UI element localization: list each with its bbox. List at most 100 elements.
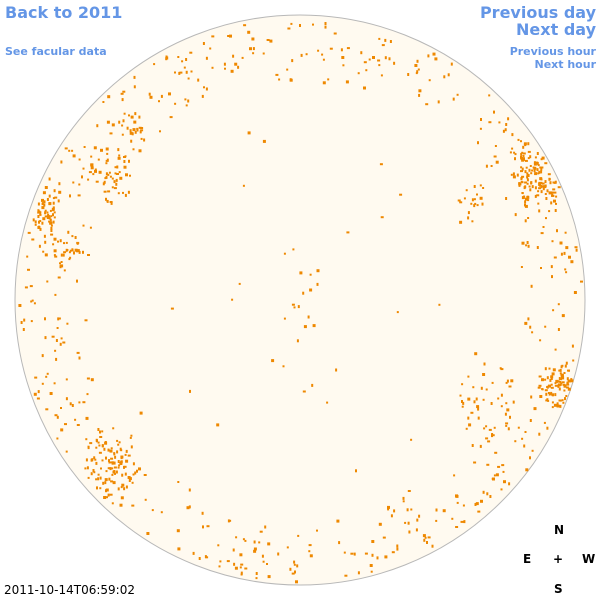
feature-speck (485, 425, 488, 428)
feature-speck (510, 379, 514, 383)
feature-speck (541, 182, 545, 185)
feature-speck (559, 381, 562, 383)
feature-speck (541, 378, 544, 382)
feature-speck (106, 152, 109, 155)
feature-speck (329, 47, 333, 50)
feature-speck (482, 187, 485, 189)
feature-speck (211, 35, 215, 38)
feature-speck (345, 80, 349, 84)
feature-speck (548, 210, 551, 213)
back-to-year-link[interactable]: Back to 2011 (5, 3, 123, 22)
feature-speck (527, 199, 530, 202)
feature-speck (63, 251, 67, 254)
feature-speck (544, 162, 548, 165)
feature-speck (482, 398, 485, 401)
feature-speck (232, 548, 235, 552)
feature-speck (427, 536, 431, 539)
feature-speck (49, 392, 53, 395)
feature-speck (526, 182, 529, 185)
feature-speck (57, 240, 59, 243)
feature-speck (517, 426, 520, 429)
feature-speck (34, 220, 37, 224)
feature-speck (52, 201, 55, 205)
feature-speck (54, 196, 58, 199)
feature-speck (286, 68, 289, 71)
feature-speck (30, 320, 33, 323)
feature-speck (74, 236, 77, 239)
feature-speck (205, 56, 208, 60)
feature-speck (380, 216, 384, 219)
feature-speck (303, 325, 307, 329)
feature-speck (87, 476, 90, 479)
feature-speck (67, 230, 70, 234)
feature-speck (530, 395, 533, 399)
feature-speck (50, 229, 53, 232)
feature-speck (101, 444, 104, 448)
feature-speck (379, 163, 383, 166)
feature-speck (564, 231, 567, 234)
feature-speck (129, 129, 132, 133)
feature-speck (574, 246, 578, 249)
feature-speck (415, 528, 418, 532)
feature-speck (71, 149, 74, 152)
feature-speck (559, 399, 562, 402)
feature-speck (483, 362, 486, 366)
feature-speck (85, 458, 88, 462)
feature-speck (488, 121, 492, 124)
feature-speck (216, 423, 220, 427)
feature-speck (410, 438, 413, 441)
feature-speck (489, 495, 492, 498)
feature-speck (521, 151, 524, 154)
feature-speck (340, 48, 343, 52)
feature-speck (491, 477, 494, 480)
feature-speck (548, 191, 551, 195)
feature-speck (115, 470, 118, 474)
feature-speck (264, 525, 267, 529)
see-facular-data-link[interactable]: See facular data (5, 45, 107, 58)
feature-speck (317, 49, 320, 52)
feature-speck (462, 504, 465, 507)
feature-speck (103, 447, 106, 451)
feature-speck (511, 133, 514, 137)
feature-speck (134, 112, 137, 116)
previous-hour-link[interactable]: Previous hour (509, 45, 596, 58)
feature-speck (105, 175, 108, 179)
feature-speck (522, 145, 525, 149)
feature-speck (553, 256, 557, 259)
feature-speck (59, 342, 62, 346)
feature-speck (523, 444, 526, 448)
feature-speck (333, 32, 337, 35)
feature-speck (36, 397, 40, 400)
feature-speck (521, 159, 525, 162)
feature-speck (149, 95, 153, 99)
feature-speck (249, 47, 252, 51)
feature-speck (84, 319, 88, 322)
feature-speck (117, 466, 120, 469)
feature-speck (238, 282, 241, 285)
feature-speck (322, 58, 325, 61)
feature-speck (376, 556, 379, 560)
feature-speck (423, 538, 426, 542)
feature-speck (192, 551, 195, 555)
feature-speck (100, 467, 102, 470)
compass-center: + (553, 552, 564, 566)
previous-day-link[interactable]: Previous day (479, 3, 596, 22)
next-hour-link[interactable]: Next hour (534, 58, 597, 71)
feature-speck (83, 146, 86, 148)
feature-speck (480, 499, 483, 503)
feature-speck (133, 120, 137, 124)
feature-speck (396, 544, 399, 548)
next-day-link[interactable]: Next day (516, 20, 596, 39)
feature-speck (544, 378, 547, 381)
feature-speck (125, 173, 128, 177)
feature-speck (537, 190, 540, 193)
feature-speck (94, 168, 97, 171)
feature-speck (570, 378, 573, 381)
feature-speck (289, 78, 292, 82)
feature-speck (342, 64, 345, 67)
feature-speck (287, 27, 291, 30)
feature-speck (524, 185, 527, 189)
feature-speck (524, 203, 526, 207)
feature-speck (68, 149, 71, 152)
feature-speck (534, 172, 538, 176)
